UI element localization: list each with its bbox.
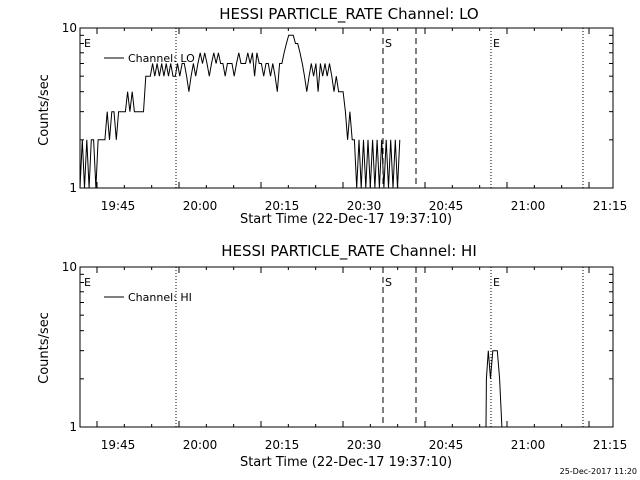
x-tick-label: 19:45 <box>101 438 136 452</box>
x-tick-label: 20:30 <box>347 438 382 452</box>
marker-label: E <box>493 37 500 50</box>
plot-frame-hi <box>79 266 614 428</box>
series-line <box>485 350 503 428</box>
marker-label: E <box>493 276 500 289</box>
x-tick-label: 20:15 <box>265 199 300 213</box>
x-tick-label: 21:00 <box>511 199 546 213</box>
marker-label: S <box>385 276 392 289</box>
x-axis-label-hi: Start Time (22-Dec-17 19:37:10) <box>240 455 452 470</box>
x-tick-label: 20:00 <box>183 438 218 452</box>
marker-label: E <box>84 276 91 289</box>
y-axis-label-lo: Counts/sec <box>37 74 52 146</box>
x-axis-label-lo: Start Time (22-Dec-17 19:37:10) <box>240 212 452 227</box>
series-line <box>79 34 401 189</box>
y-axis-label-hi: Counts/sec <box>37 312 52 384</box>
chart-title-hi: HESSI PARTICLE_RATE Channel: HI <box>221 242 477 261</box>
legend-hi: Channel: HI <box>104 291 192 304</box>
marker-label: E <box>84 37 91 50</box>
footer-timestamp: 25-Dec-2017 11:20 <box>560 467 637 476</box>
y-tick-label: 10 <box>62 260 77 274</box>
x-tick-label: 20:30 <box>347 199 382 213</box>
x-tick-label: 19:45 <box>101 199 136 213</box>
x-tick-label: 21:15 <box>593 199 628 213</box>
panel-hi: HESSI PARTICLE_RATE Channel: HI 19:45 20:… <box>37 242 627 470</box>
legend-entry-hi: Channel: HI <box>128 291 192 304</box>
y-tick-label: 1 <box>69 181 77 195</box>
y-tick-label: 1 <box>69 420 77 434</box>
x-tick-label: 20:15 <box>265 438 300 452</box>
plot-frame-lo <box>79 27 614 189</box>
legend-lo: Channel: LO <box>104 52 195 65</box>
marker-label: S <box>385 37 392 50</box>
x-tick-label: 20:00 <box>183 199 218 213</box>
x-tick-label: 20:45 <box>429 438 464 452</box>
chart-title-lo: HESSI PARTICLE_RATE Channel: LO <box>219 5 478 24</box>
x-tick-label: 20:45 <box>429 199 464 213</box>
x-tick-label: 21:15 <box>593 438 628 452</box>
panel-lo: HESSI PARTICLE_RATE Channel: LO 19:45 20:… <box>37 5 627 227</box>
y-tick-label: 10 <box>62 21 77 35</box>
x-tick-label: 21:00 <box>511 438 546 452</box>
legend-entry-lo: Channel: LO <box>128 52 195 65</box>
